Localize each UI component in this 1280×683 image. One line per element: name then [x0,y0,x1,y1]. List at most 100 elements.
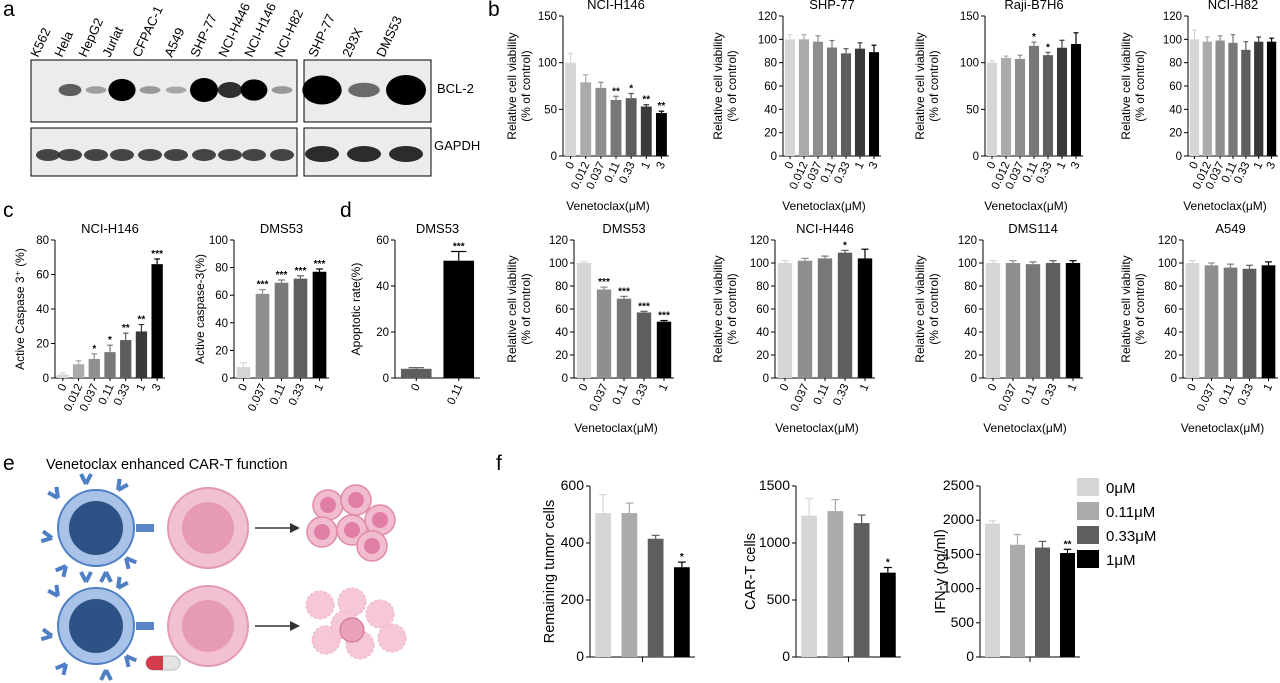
y-axis-label: Apoptotic rate(%) [349,263,363,356]
bar-0.11 [610,100,622,156]
bar-0.012 [1202,41,1212,156]
x-tick-label: 0.037 [789,382,812,413]
tumor-nucleus [182,600,234,652]
y-tick-label: 20 [756,350,769,362]
bar-0.11μM [1010,544,1025,657]
bar-1 [1056,47,1068,156]
x-axis-label: Venetoclax(μM) [775,421,859,435]
y-axis-label: (% of control) [1133,50,1147,121]
bar-0 [576,263,592,378]
y-axis-label: IFN-γ (pg/ml) [933,529,949,614]
x-tick-label: 1 [858,382,872,393]
car-receptor [47,486,60,500]
t-cell [40,473,154,583]
bar-0.11 [616,298,632,378]
bar-0.037 [595,87,607,156]
band-gapdh [305,146,339,162]
x-tick-label: 1 [1066,382,1080,393]
band-bcl2 [240,79,268,101]
lane-label: A549 [161,25,187,59]
bar-1 [656,321,672,378]
y-tick-label: 40 [1169,104,1182,116]
bar-0.11 [1025,264,1041,378]
y-axis-label: Active caspase-3(%) [193,254,207,364]
protein-label-gapdh: GAPDH [434,138,480,153]
x-tick-label: 0.33 [1236,382,1256,407]
panel-label-e: e [3,452,15,475]
bar-0 [1189,39,1200,157]
y-tick-label: 0 [551,151,557,163]
chart-title: NCI-H146 [81,221,139,236]
lane-label: Jurlat [99,24,126,60]
x-tick-label: 0 [409,382,423,393]
bar-3 [868,52,880,156]
band-bcl2 [58,83,82,97]
bar-1μM [1060,553,1075,657]
y-tick-label: 150 [538,11,557,23]
chart-title: NCI-H446 [796,221,854,236]
significance-mark: ** [642,95,650,106]
y-axis-label: (% of control) [519,50,533,121]
significance-mark: * [1032,32,1036,43]
bar-0.33 [1042,55,1054,157]
band-gapdh [347,146,381,162]
significance-mark: *** [257,280,269,291]
legend-label-3: 1μM [1106,552,1135,569]
y-tick-label: 80 [756,281,769,293]
band-gapdh [110,149,134,161]
schematic-title: Venetoclax enhanced CAR-T function [46,457,288,473]
bar-0.11 [274,282,289,378]
significance-mark: ** [612,86,620,97]
significance-mark: ** [658,101,666,112]
y-tick-label: 0 [222,373,228,385]
x-tick-label: 1 [1055,160,1069,171]
y-tick-label: 2500 [943,477,974,493]
panel-label-d: d [340,199,352,222]
band-gapdh [84,149,108,161]
bar-1μM [674,567,690,657]
chart-title: NCI-H146 [587,0,645,12]
car-binding-domain [136,524,154,532]
y-axis-label: (% of control) [519,273,533,344]
bar-0.33 [625,98,637,156]
x-tick-label: 0.037 [997,382,1020,413]
y-tick-label: 0 [576,648,584,664]
y-tick-label: 80 [36,235,49,247]
lane-label: K562 [27,25,53,59]
y-tick-label: 40 [964,327,977,339]
bar-0.33μM [647,538,664,657]
significance-mark: ** [1064,539,1072,550]
y-tick-label: 0 [966,648,974,664]
bar-0 [777,263,793,378]
x-axis-label: Venetoclax(μM) [574,421,658,435]
y-tick-label: 200 [561,591,585,607]
band-gapdh [270,149,294,161]
x-tick-label: 3 [867,160,881,171]
y-tick-label: 0 [771,151,777,163]
bar-1 [1261,265,1276,378]
y-tick-label: 1500 [943,545,974,561]
y-tick-label: 60 [376,235,389,247]
bar-0 [400,368,432,378]
bar-0.012 [1000,58,1012,156]
chart-title: SHP-77 [809,0,855,12]
band-bcl2 [271,86,293,94]
bar-0μM [985,523,1000,657]
y-tick-label: 100 [958,258,977,270]
chart-title: DMS53 [602,221,645,236]
y-axis-label: (% of control) [927,50,941,121]
y-tick-label: 40 [764,104,777,116]
y-axis-label: (% of control) [927,273,941,344]
car-receptor [79,571,93,583]
tumor-cluster-nucleus [364,538,380,554]
car-receptor [54,564,68,578]
bar-0.11μM [621,513,638,657]
tumor-nucleus [182,502,234,554]
tumor-cluster-nucleus [372,512,388,528]
significance-mark: *** [598,277,610,288]
bar-0.037 [1204,265,1219,378]
